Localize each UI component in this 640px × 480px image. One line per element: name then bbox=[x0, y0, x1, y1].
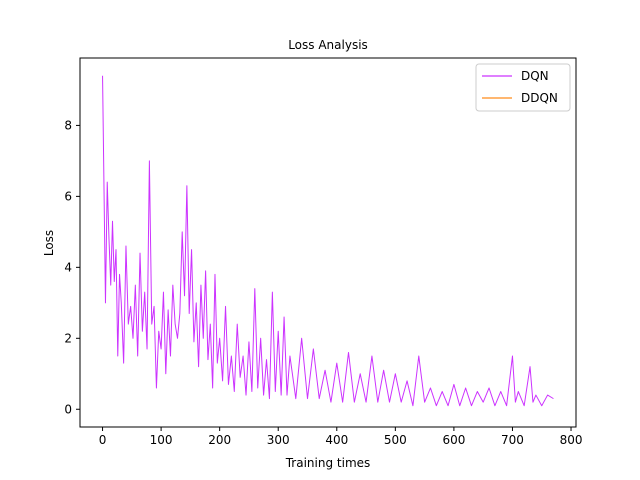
x-tick-label: 700 bbox=[501, 433, 524, 447]
x-tick-label: 600 bbox=[442, 433, 465, 447]
chart-title: Loss Analysis bbox=[288, 38, 368, 52]
x-tick-label: 800 bbox=[560, 433, 583, 447]
y-tick-label: 2 bbox=[64, 331, 72, 345]
y-axis: 0 2 4 6 8 bbox=[64, 118, 80, 416]
x-tick-label: 400 bbox=[325, 433, 348, 447]
y-tick-label: 0 bbox=[64, 402, 72, 416]
x-axis: 0 100 200 300 400 500 600 700 800 bbox=[99, 427, 583, 447]
y-tick-label: 4 bbox=[64, 260, 72, 274]
x-tick-label: 0 bbox=[99, 433, 107, 447]
x-tick-label: 300 bbox=[267, 433, 290, 447]
legend-label-dqn: DQN bbox=[521, 69, 549, 83]
plot-frame bbox=[79, 57, 577, 428]
y-axis-title: Loss bbox=[42, 230, 56, 256]
series-line-dqn bbox=[102, 75, 554, 407]
x-tick-label: 500 bbox=[384, 433, 407, 447]
legend-label-ddqn: DDQN bbox=[521, 91, 558, 105]
legend: DQN DDQN bbox=[475, 63, 571, 112]
plot-series-layer bbox=[102, 75, 554, 407]
y-tick-label: 8 bbox=[64, 118, 72, 132]
y-tick-label: 6 bbox=[64, 189, 72, 203]
x-tick-label: 200 bbox=[208, 433, 231, 447]
x-axis-title: Training times bbox=[285, 456, 371, 470]
x-tick-label: 100 bbox=[150, 433, 173, 447]
